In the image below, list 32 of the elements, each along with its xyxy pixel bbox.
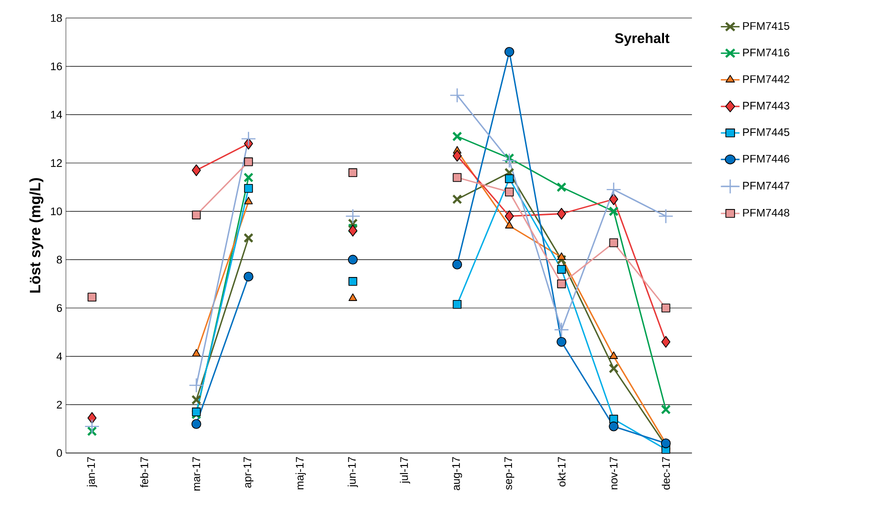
x-tick-label: okt-17	[557, 457, 566, 487]
y-tick-label: 6	[56, 304, 62, 312]
text: Syrehalt	[614, 32, 670, 46]
y-tick-label: 10	[51, 207, 62, 216]
y-axis-title: Löst syre (mg/L)	[29, 178, 44, 293]
y-tick-label: 12	[51, 159, 62, 167]
legend-label: PFM7446	[743, 154, 790, 163]
legend-label: PFM7442	[743, 75, 790, 83]
legend-label: PFM7416	[743, 48, 790, 56]
y-tick-label: 0	[56, 449, 62, 457]
x-tick-label: mar-17	[192, 457, 200, 490]
legend-label: PFM7415	[743, 22, 790, 30]
x-tick-label: sep-17	[504, 457, 514, 490]
x-tick-label: feb-17	[140, 457, 148, 488]
x-tick-label: jan-17	[86, 457, 98, 488]
x-tick-label: maj-17	[296, 457, 306, 490]
y-tick-label: 16	[51, 62, 62, 70]
legend-label: PFM7445	[743, 128, 790, 136]
legend-label: PFM7443	[743, 102, 790, 110]
legend-label: PFM7447	[743, 182, 790, 190]
y-tick-label: 8	[56, 256, 62, 264]
y-tick-label: 14	[51, 110, 62, 118]
x-tick-label: nov-17	[610, 457, 618, 490]
x-tick-label: jul-17	[400, 457, 410, 484]
y-tick-label: 18	[51, 14, 62, 22]
x-tick-label: aug-17	[452, 457, 462, 490]
x-tick-label: dec-17	[662, 457, 670, 490]
x-tick-label: apr-17	[244, 457, 254, 488]
y-tick-label: 4	[56, 352, 62, 360]
x-tick-label: jun-17	[348, 457, 358, 488]
y-tick-label: 2	[56, 400, 62, 408]
legend-label: PFM7448	[743, 208, 790, 217]
